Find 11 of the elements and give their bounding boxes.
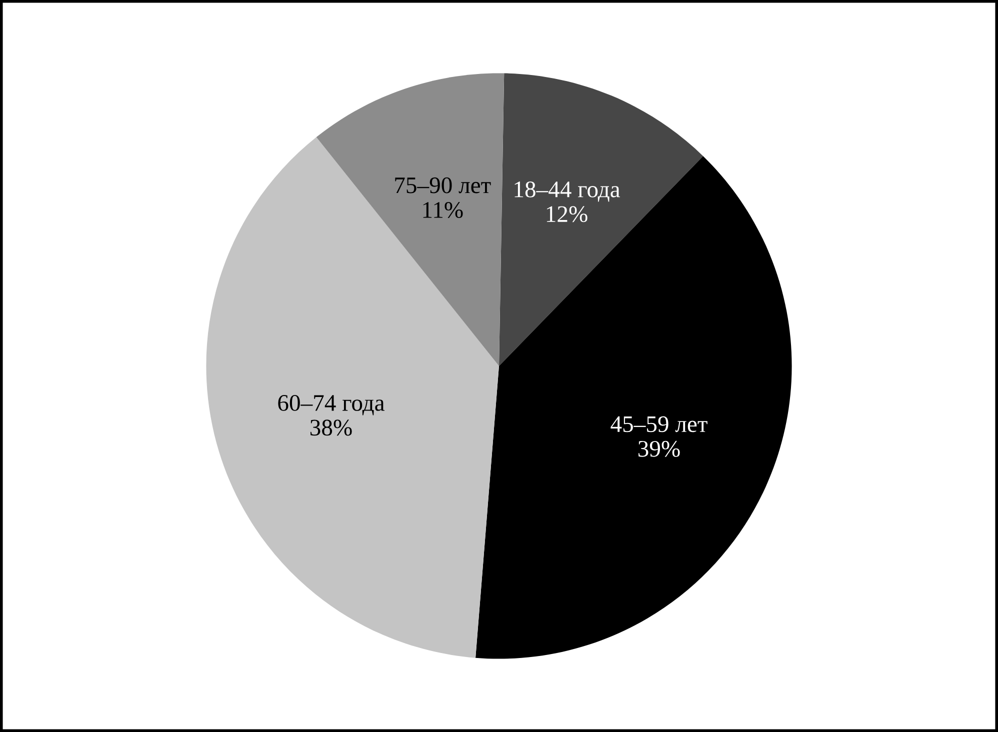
slice-label: 45–59 лет: [610, 416, 708, 432]
data-label: 12%: [546, 206, 588, 222]
slice-label: 18–44 года: [514, 181, 620, 202]
data-label: 11%: [423, 202, 463, 218]
data-label: 39%: [638, 440, 680, 457]
pie-slice: [499, 73, 704, 366]
pie-slice: [206, 137, 499, 658]
slice-label: 60–74 года: [278, 394, 384, 416]
pie-slice: [316, 73, 504, 366]
data-label: 38%: [310, 420, 352, 436]
slice-label: 75–90 лет: [395, 177, 491, 194]
